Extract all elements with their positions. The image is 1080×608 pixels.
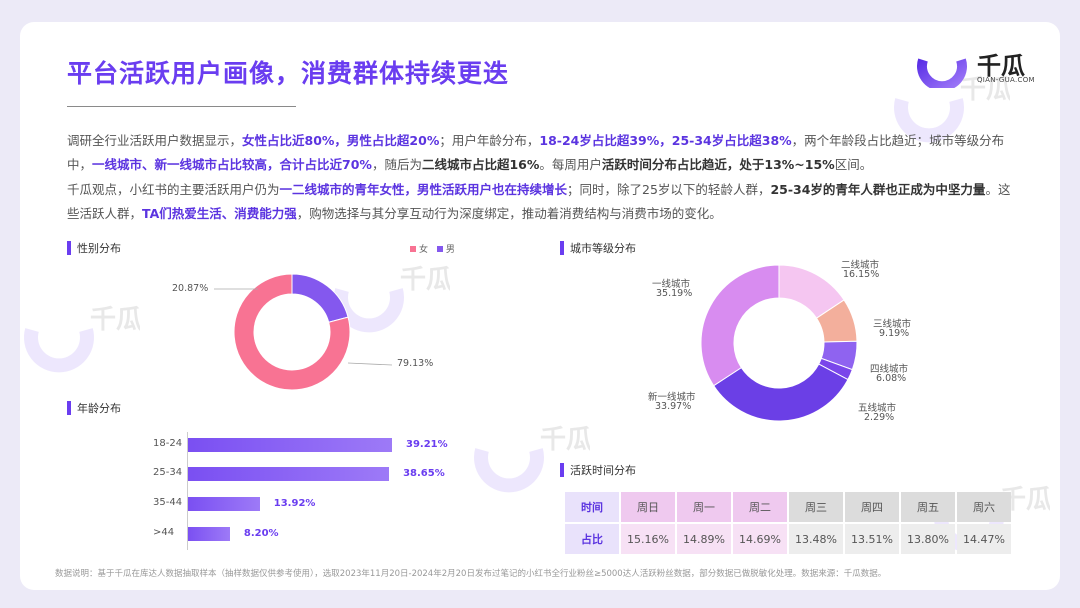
table-column-header: 周二 xyxy=(733,492,787,522)
age-category-label: 25-34 xyxy=(153,467,183,478)
highlight-text: 25-34岁的青年人群也正成为中坚力量 xyxy=(770,182,986,197)
section-gender: 性别分布 xyxy=(67,240,121,256)
age-value-label: 13.92% xyxy=(273,498,316,509)
brand-logo: 千瓜 QIAN-GUA.COM xyxy=(917,44,1037,92)
city-value-label: 16.15% xyxy=(843,269,880,280)
age-bar xyxy=(187,438,392,452)
section-city-label: 城市等级分布 xyxy=(570,242,636,255)
brand-name: 千瓜 xyxy=(977,52,1025,80)
table-cell: 14.89% xyxy=(677,524,731,554)
opinion-paragraph: 千瓜观点，小红书的主要活跃用户仍为一二线城市的青年女性，男性活跃用户也在持续增长… xyxy=(67,178,1017,225)
section-age-label: 年龄分布 xyxy=(77,402,121,415)
legend-swatch-female xyxy=(410,246,416,252)
city-value-label: 2.29% xyxy=(864,412,895,423)
gender-male-value-label: 20.87% xyxy=(172,283,209,294)
section-marker xyxy=(67,401,71,415)
paragraph-text: 。这些活跃人群， xyxy=(67,182,1011,221)
gender-legend: 女 男 xyxy=(404,242,455,255)
brand-url: QIAN-GUA.COM xyxy=(977,76,1035,84)
age-value-label: 38.65% xyxy=(403,468,445,479)
gender-slice xyxy=(291,273,349,323)
city-slice xyxy=(713,363,849,422)
highlight-text: 女性占比近80%，男性占比超20% xyxy=(242,133,440,148)
city-label: 三线城市 xyxy=(873,319,912,330)
section-gender-label: 性别分布 xyxy=(77,242,121,255)
city-value-label: 35.19% xyxy=(656,288,693,299)
page-title: 平台活跃用户画像，消费群体持续更迭 xyxy=(67,59,510,88)
highlight-text: 活跃时间分布占比趋近，处于13%~15% xyxy=(601,156,835,172)
city-value-label: 9.19% xyxy=(879,328,910,339)
highlight-text: 18-24岁占比超39%，25-34岁占比超38% xyxy=(539,133,792,148)
summary-paragraph: 调研全行业活跃用户数据显示，女性占比近80%，男性占比超20%；用户年龄分布，1… xyxy=(67,129,1017,176)
highlight-text: 二线城市占比超16% xyxy=(421,156,540,172)
section-age: 年龄分布 xyxy=(67,400,121,416)
paragraph-text: ，随后为 xyxy=(371,156,422,172)
legend-female-label: 女 xyxy=(419,245,429,255)
city-value-label: 33.97% xyxy=(655,401,692,412)
age-value-label: 39.21% xyxy=(406,439,448,450)
highlight-text: TA们热爱生活、消费能力强 xyxy=(142,205,297,221)
table-column-header: 周日 xyxy=(621,492,675,522)
brand-mark-icon xyxy=(917,58,967,92)
footer-note: 数据说明：基于千瓜在库达人数据抽取样本（抽样数据仅供参考使用），选取2023年1… xyxy=(55,569,887,579)
legend-male-label: 男 xyxy=(445,245,455,255)
paragraph-text: 区间。 xyxy=(834,156,873,172)
table-row-header: 占比 xyxy=(565,524,619,554)
gender-female-value-label: 79.13% xyxy=(397,358,434,369)
age-axis-line xyxy=(187,432,188,550)
city-label: 四线城市 xyxy=(870,364,909,375)
gender-slice xyxy=(233,273,351,391)
age-bar xyxy=(187,527,230,541)
age-value-label: 8.20% xyxy=(243,528,279,539)
age-category-label: >44 xyxy=(153,527,175,538)
table-column-header: 周一 xyxy=(677,492,731,522)
table-cell: 14.69% xyxy=(733,524,787,554)
table-cell: 13.51% xyxy=(845,524,899,554)
city-value-label: 6.08% xyxy=(876,373,907,384)
section-marker xyxy=(67,241,71,255)
table-column-header: 周四 xyxy=(845,492,899,522)
city-slice xyxy=(700,264,780,387)
section-marker xyxy=(560,463,564,477)
paragraph-text: 调研全行业活跃用户数据显示， xyxy=(67,133,243,148)
city-label: 五线城市 xyxy=(858,403,897,414)
section-activity-label: 活跃时间分布 xyxy=(570,464,636,477)
activity-table: 时间 周日 周一 周二 周三 周四 周五 周六 占比 15.16% 14.89% 14.69% 13.… xyxy=(563,490,1013,556)
paragraph-text: ；同时，除了25岁以下的轻龄人群， xyxy=(567,182,771,197)
age-category-label: 35-44 xyxy=(153,497,183,508)
section-marker xyxy=(560,241,564,255)
legend-swatch-male xyxy=(436,246,443,252)
leader-line xyxy=(347,362,393,366)
section-city: 城市等级分布 xyxy=(560,240,636,256)
paragraph-text: 千瓜观点，小红书的主要活跃用户仍为 xyxy=(67,182,280,197)
table-cell: 15.16% xyxy=(621,524,675,554)
age-category-label: 18-24 xyxy=(153,438,183,449)
paragraph-text: ，两个年龄段占比趋近；城市等级分布中， xyxy=(67,133,1005,172)
paragraph-text: ，购物选择与其分享互动行为深度绑定，推动着消费结构与消费市场的变化。 xyxy=(296,205,722,221)
age-bar xyxy=(187,497,260,511)
highlight-text: 一线城市、新一线城市占比较高，合计占比近70% xyxy=(92,156,372,172)
table-row-header: 时间 xyxy=(565,492,619,522)
paragraph-text: ；用户年龄分布， xyxy=(439,133,540,148)
city-label: 新一线城市 xyxy=(648,392,696,403)
paragraph-text: 。每周用户 xyxy=(539,156,602,172)
city-label: 一线城市 xyxy=(652,279,691,290)
highlight-text: 一二线城市的青年女性，男性活跃用户也在持续增长 xyxy=(279,182,568,197)
table-cell: 13.80% xyxy=(901,524,955,554)
age-bar xyxy=(187,467,390,481)
table-column-header: 周六 xyxy=(957,492,1011,522)
table-cell: 13.48% xyxy=(789,524,843,554)
city-label: 二线城市 xyxy=(841,260,880,271)
table-cell: 14.47% xyxy=(957,524,1011,554)
table-column-header: 周五 xyxy=(901,492,955,522)
section-activity: 活跃时间分布 xyxy=(560,462,636,478)
title-underline xyxy=(67,106,296,107)
table-column-header: 周三 xyxy=(789,492,843,522)
